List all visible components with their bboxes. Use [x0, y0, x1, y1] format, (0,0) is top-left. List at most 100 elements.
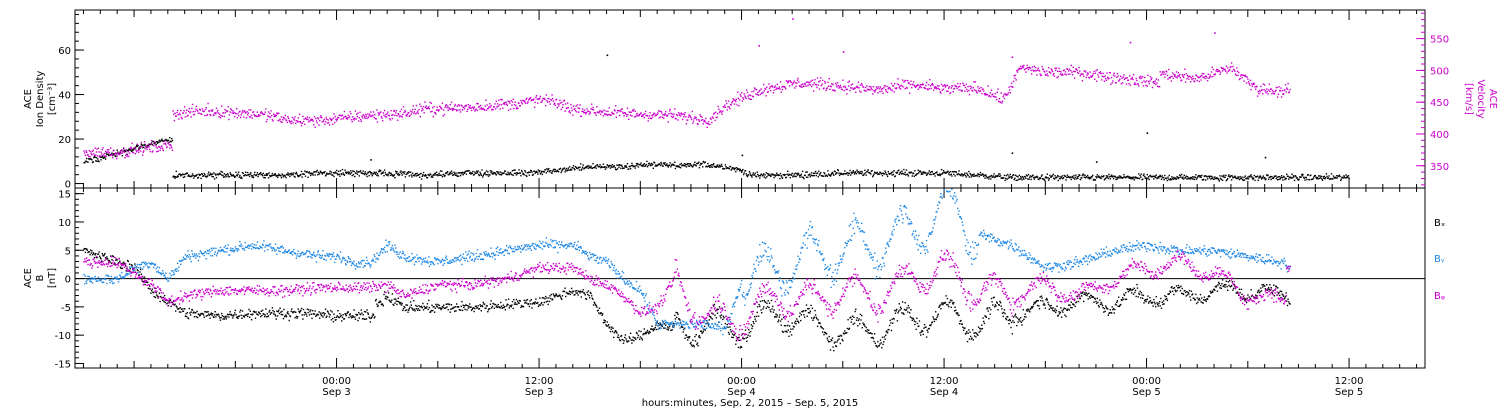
- ion-density-point: [336, 172, 338, 175]
- velocity-point: [395, 110, 397, 112]
- ion-density-point: [485, 173, 487, 176]
- velocity-point: [703, 120, 705, 123]
- ion-density-point: [329, 170, 331, 172]
- velocity-point: [701, 116, 703, 118]
- ion-density-point: [710, 166, 712, 168]
- ion-density-point: [1120, 175, 1122, 178]
- ion-density-point: [1081, 174, 1084, 177]
- velocity-point: [1175, 76, 1177, 78]
- velocity-point: [948, 87, 950, 89]
- velocity-point: [1229, 69, 1231, 71]
- bx-point: [506, 305, 508, 307]
- bx-point: [477, 305, 479, 307]
- velocity-point: [1074, 70, 1076, 73]
- velocity-point: [1099, 72, 1101, 74]
- ion-density-point: [776, 172, 778, 174]
- bx-point: [548, 297, 550, 299]
- ion-density-point: [578, 166, 580, 168]
- ion-density-point: [830, 174, 832, 176]
- ion-density-point: [965, 176, 967, 178]
- ion-density-point: [827, 170, 829, 172]
- velocity-point: [589, 112, 592, 114]
- ion-density-point: [223, 173, 225, 175]
- velocity-point: [539, 95, 542, 98]
- bx-point: [422, 302, 424, 305]
- ion-density-point: [536, 171, 538, 174]
- ion-density-point: [605, 167, 608, 169]
- ion-density-point: [1322, 175, 1324, 178]
- ion-density-point: [194, 175, 196, 177]
- velocity-point: [184, 116, 187, 118]
- velocity-point: [586, 108, 588, 110]
- velocity-point: [737, 91, 739, 93]
- ion-density-point: [1107, 177, 1109, 180]
- ion-density-point: [1189, 178, 1191, 180]
- ion-density-point: [136, 144, 138, 146]
- velocity-point: [560, 108, 562, 111]
- velocity-point: [511, 104, 513, 106]
- velocity-point: [1071, 71, 1073, 73]
- velocity-point: [731, 102, 733, 104]
- ion-density-point: [1012, 174, 1015, 176]
- bx-point: [535, 298, 537, 300]
- ion-density-point: [86, 157, 88, 160]
- velocity-point: [432, 115, 434, 118]
- ion-density-point: [1114, 176, 1117, 178]
- ion-density-point: [198, 173, 200, 175]
- velocity-point: [604, 113, 606, 116]
- ion-density-point: [96, 160, 98, 162]
- velocity-point: [658, 117, 660, 119]
- ion-density-point: [822, 175, 825, 177]
- ion-density-point: [770, 173, 773, 175]
- velocity-point: [496, 103, 499, 105]
- bx-point: [432, 309, 434, 312]
- velocity-point: [90, 152, 92, 155]
- ion-density-point: [221, 174, 223, 176]
- velocity-point: [936, 88, 938, 90]
- velocity-point: [769, 86, 771, 88]
- velocity-point: [572, 114, 574, 116]
- ion-density-point: [842, 173, 844, 176]
- bx-point: [163, 294, 166, 297]
- velocity-point: [470, 107, 472, 109]
- velocity-point: [520, 101, 523, 104]
- ion-density-point: [1029, 176, 1031, 178]
- ion-density-point: [98, 160, 100, 163]
- velocity-point: [873, 90, 875, 92]
- ion-density-point: [1177, 177, 1180, 180]
- velocity-point: [1021, 65, 1024, 67]
- velocity-point: [380, 111, 382, 113]
- velocity-point: [753, 87, 756, 89]
- ion-density-point: [724, 164, 727, 166]
- velocity-point: [1159, 71, 1161, 73]
- ion-density-point: [818, 174, 821, 176]
- velocity-point: [215, 113, 217, 115]
- ion-density-point: [210, 173, 212, 176]
- velocity-point: [669, 108, 671, 111]
- velocity-point: [164, 142, 166, 144]
- ion-density-point: [1190, 176, 1193, 179]
- velocity-point: [788, 80, 790, 82]
- velocity-point: [1163, 71, 1165, 73]
- ion-density-point: [200, 177, 202, 180]
- velocity-axis-label: ACE Velocity [km/s]: [1463, 79, 1498, 118]
- velocity-point: [1031, 66, 1034, 68]
- ion-density-point: [783, 174, 786, 177]
- velocity-point: [696, 122, 699, 125]
- velocity-point: [1020, 65, 1022, 68]
- velocity-point: [382, 120, 384, 122]
- ion-density-point: [370, 159, 372, 161]
- velocity-point: [842, 86, 845, 88]
- velocity-point: [837, 82, 839, 84]
- velocity-point: [282, 119, 284, 121]
- ion-density-point: [837, 169, 839, 172]
- bx-point: [370, 317, 372, 320]
- bx-point: [450, 304, 453, 306]
- velocity-point: [302, 115, 304, 118]
- bx-point: [359, 313, 362, 316]
- ion-density-point: [926, 173, 928, 176]
- velocity-point: [500, 98, 502, 101]
- ion-density-point: [218, 173, 220, 175]
- velocity-point: [380, 115, 383, 118]
